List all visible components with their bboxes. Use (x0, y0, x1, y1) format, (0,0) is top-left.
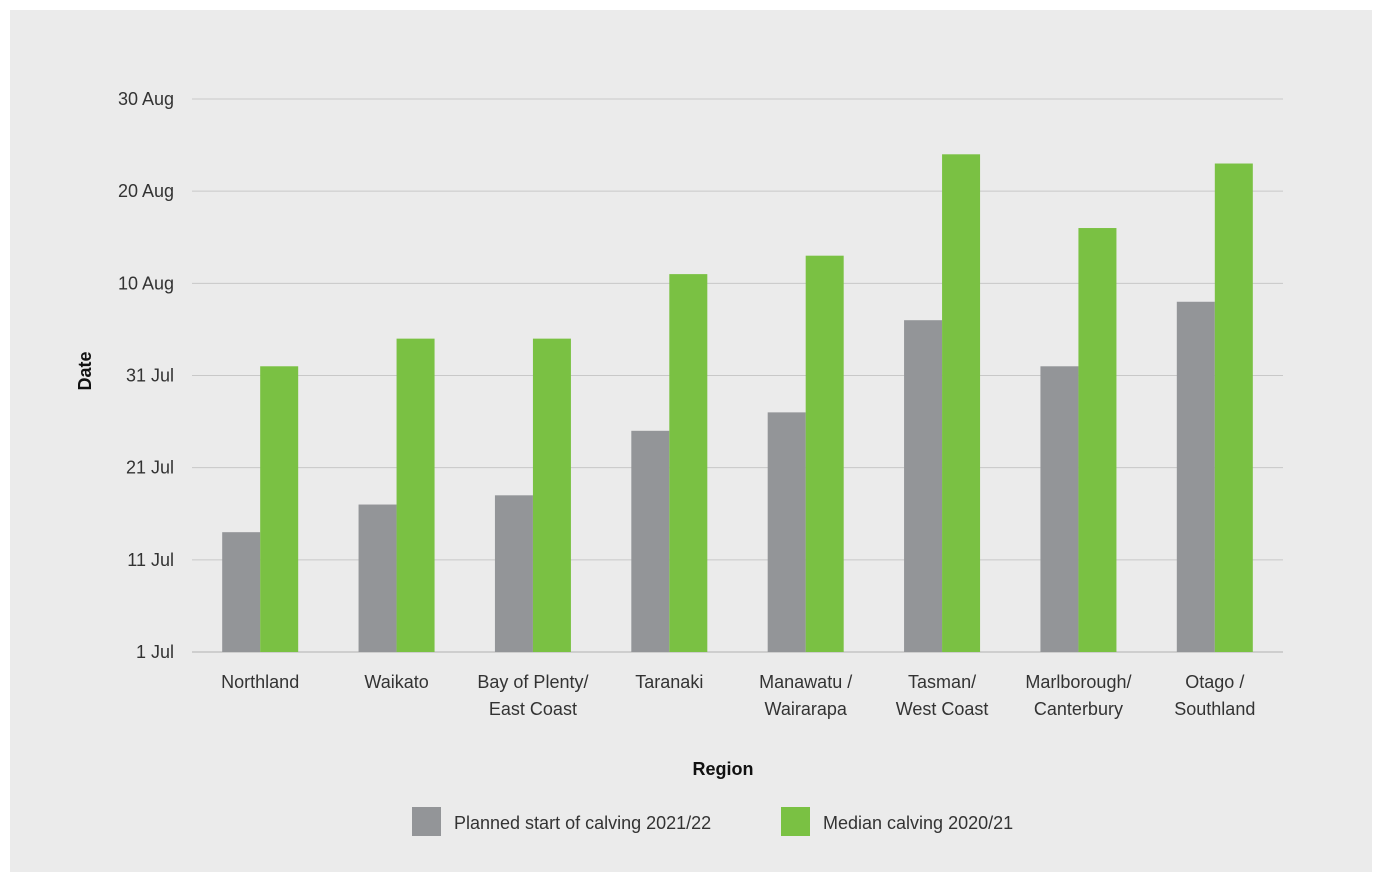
legend-label-median: Median calving 2020/21 (823, 813, 1013, 833)
bar-median (396, 338, 435, 652)
bar-layer (222, 154, 1253, 653)
bar-planned (767, 412, 806, 652)
bar-planned (1176, 301, 1215, 652)
x-tick-label: Marlborough/Canterbury (1025, 672, 1131, 719)
bar-median (1214, 163, 1253, 652)
y-tick-label: 31 Jul (126, 366, 174, 386)
x-tick-label: Northland (221, 672, 299, 692)
legend-swatch-median (781, 807, 810, 836)
y-tick-label: 11 Jul (127, 550, 174, 570)
bar-planned (358, 504, 397, 652)
x-tick-label: Manawatu / Wairarapa (759, 672, 852, 719)
label-layer: 1 Jul 11 Jul 21 Jul 31 Jul 10 Aug 20 Aug 30 Au… (118, 89, 1255, 719)
bar-median (1078, 228, 1117, 653)
grid-layer (192, 98, 1283, 653)
y-tick-label: 30 Aug (118, 89, 174, 109)
legend-swatch-planned (412, 807, 441, 836)
y-tick-label: 10 Aug (118, 273, 174, 293)
bar-median (805, 255, 844, 652)
y-tick-label: 1 Jul (136, 642, 174, 662)
bar-median (942, 154, 981, 653)
x-tick-label: Bay of Plenty/East Coast (477, 672, 588, 719)
bar-planned (631, 430, 670, 652)
bar-median (532, 338, 571, 652)
bar-planned (222, 532, 261, 652)
legend: Planned start of calving 2021/22 Median … (412, 807, 1013, 836)
legend-label-planned: Planned start of calving 2021/22 (454, 813, 711, 833)
x-tick-label: Tasman/West Coast (896, 672, 989, 719)
bar-planned (904, 320, 943, 652)
y-axis-title: Date (75, 351, 95, 390)
x-tick-label: Waikato (364, 672, 428, 692)
bar-median (260, 366, 299, 652)
y-tick-label: 21 Jul (126, 458, 174, 478)
x-axis-title: Region (693, 759, 754, 779)
bar-planned (1040, 366, 1079, 652)
y-tick-label: 20 Aug (118, 181, 174, 201)
x-tick-label: Taranaki (635, 672, 703, 692)
bar-median (669, 274, 708, 652)
x-tick-label: Otago / Southland (1174, 672, 1255, 719)
bar-planned (494, 495, 533, 652)
